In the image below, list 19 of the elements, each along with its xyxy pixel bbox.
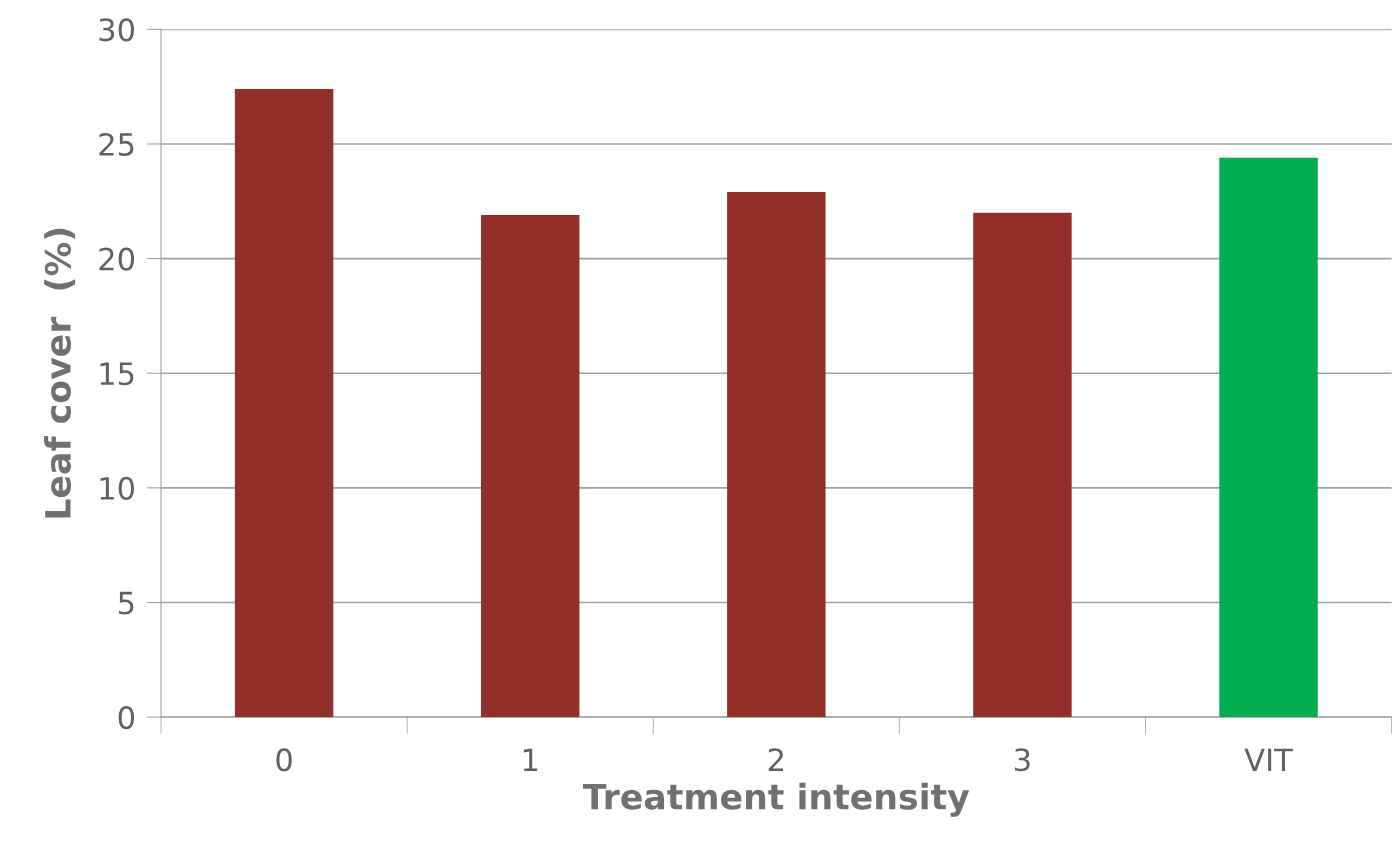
bar <box>727 192 826 718</box>
y-tick-label: 0 <box>118 706 135 730</box>
x-tick-label: VIT <box>1244 748 1293 771</box>
x-tick-label: 0 <box>276 748 292 772</box>
x-axis-title: Treatment intensity <box>582 782 970 817</box>
bar <box>480 215 580 718</box>
bar <box>973 212 1072 718</box>
y-tick-label: 15 <box>100 362 134 386</box>
y-tick-label: 20 <box>99 247 135 271</box>
y-tick-label: 10 <box>100 476 135 500</box>
y-tick-label: 25 <box>99 132 134 157</box>
y-axis-title: Leaf cover (%) <box>44 228 76 518</box>
x-tick-label: 1 <box>523 748 538 771</box>
bar <box>234 88 334 718</box>
y-tick-label: 5 <box>118 591 134 615</box>
y-tick-label: 30 <box>99 18 135 42</box>
bar <box>1219 157 1318 718</box>
x-tick-label: 3 <box>1015 748 1030 772</box>
x-tick-label: 2 <box>768 748 783 771</box>
